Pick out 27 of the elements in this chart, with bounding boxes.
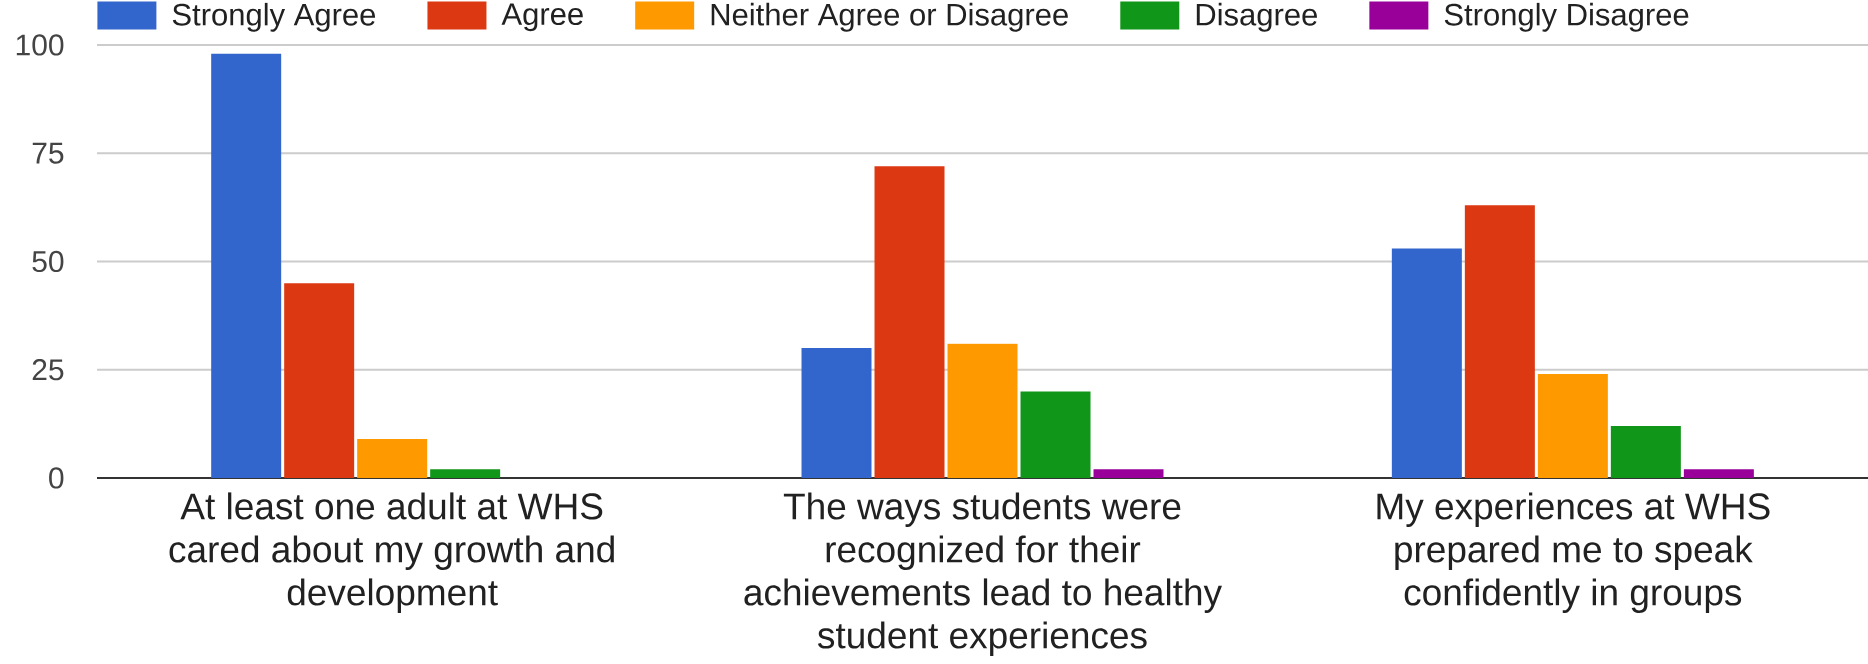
bar — [947, 343, 1018, 478]
x-tick-label: The ways students were recognized for their achievements lead to healthy student experiences — [744, 492, 1222, 656]
legend-label: Neither Agree or Disagree — [711, 2, 1068, 32]
bar — [284, 283, 355, 478]
bar — [357, 439, 428, 478]
bar — [801, 348, 872, 478]
y-tick-label: 25 — [32, 359, 64, 381]
bar — [430, 469, 501, 478]
y-tick-label: 50 — [32, 250, 64, 273]
legend-label: Disagree — [1196, 2, 1317, 32]
x-tick-label: At least one adult at WHS cared about my growth and development — [169, 492, 614, 613]
x-tick-label: My experiences at WHS prepared me to speak confidently in groups — [1377, 492, 1770, 613]
bar — [1610, 426, 1681, 478]
bar — [1537, 374, 1608, 478]
bar — [1020, 391, 1091, 478]
bar — [1464, 205, 1535, 478]
y-tick-label: 75 — [32, 142, 64, 164]
bar — [1391, 248, 1462, 478]
bar — [1683, 469, 1754, 478]
legend-label: Strongly Agree — [172, 2, 376, 32]
legend-label: Strongly Disagree — [1444, 2, 1689, 32]
bar — [1093, 469, 1164, 478]
y-tick-label: 0 — [49, 467, 64, 489]
bar — [211, 53, 282, 478]
legend-label: Agree — [501, 3, 583, 32]
y-tick-label: 100 — [16, 34, 64, 56]
bar — [874, 166, 945, 478]
